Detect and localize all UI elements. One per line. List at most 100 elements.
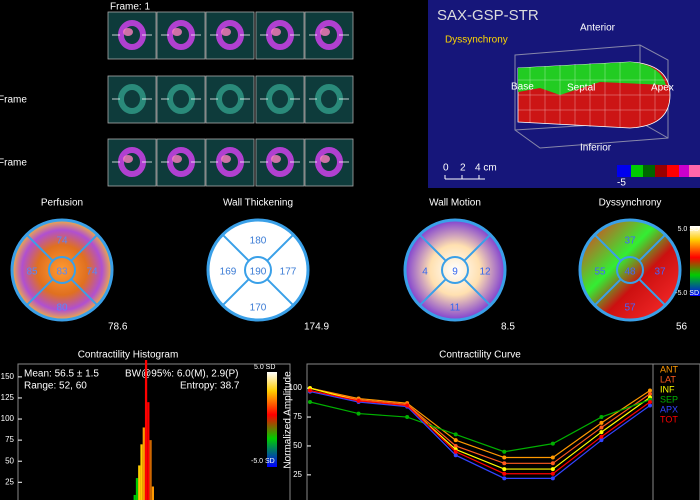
polar-title: Wall Motion bbox=[429, 198, 481, 209]
slice-hotspot bbox=[221, 155, 231, 163]
slice-hotspot bbox=[320, 155, 330, 163]
segment-value: 9 bbox=[452, 267, 458, 278]
polar-title: Perfusion bbox=[41, 198, 83, 209]
curve-point bbox=[648, 400, 652, 405]
curve-point bbox=[599, 415, 604, 420]
curve-point bbox=[502, 455, 507, 460]
curve-point bbox=[405, 415, 410, 420]
slice-image bbox=[304, 75, 354, 124]
slice-image bbox=[107, 11, 157, 60]
curve-point bbox=[550, 461, 555, 466]
slice-hotspot bbox=[320, 28, 330, 36]
segment-value: 4 bbox=[422, 267, 428, 278]
curve-point bbox=[502, 467, 507, 472]
model-title: SAX-GSP-STR bbox=[437, 7, 539, 24]
colorbar-label: -5.0 SD bbox=[251, 458, 275, 465]
segment-value: 37 bbox=[654, 267, 666, 278]
curve bbox=[309, 387, 651, 464]
curve bbox=[309, 387, 651, 459]
curve-point bbox=[453, 453, 458, 458]
curve bbox=[309, 399, 651, 453]
slice-image bbox=[205, 75, 255, 124]
orient-label: Inferior bbox=[580, 143, 612, 154]
polar-colorbar bbox=[690, 226, 700, 296]
segment-value: 83 bbox=[56, 267, 68, 278]
curve-point bbox=[502, 461, 507, 466]
curve-point bbox=[502, 449, 507, 454]
hist-colorbar bbox=[267, 372, 277, 467]
slice-hotspot bbox=[123, 28, 133, 36]
colorbar-label: 5.0 SD bbox=[678, 226, 699, 233]
legend-entry: TOT bbox=[660, 414, 678, 424]
hist-bar bbox=[149, 440, 152, 500]
curve-point bbox=[648, 391, 652, 396]
stat-text: Mean: 56.5 ± 1.5 bbox=[24, 369, 99, 380]
scale-label: 4 cm bbox=[475, 163, 497, 174]
segment-value: 11 bbox=[450, 303, 461, 314]
model-mode: Dyssynchrony bbox=[445, 35, 508, 46]
curve-point bbox=[308, 400, 312, 405]
segment-value: 169 bbox=[220, 267, 237, 278]
legend-entry: INF bbox=[660, 384, 675, 394]
orient-label: Anterior bbox=[580, 23, 616, 34]
orient-label: Base bbox=[511, 82, 534, 93]
colorbar-label: -5 bbox=[617, 178, 626, 189]
curve-point bbox=[599, 434, 604, 439]
curve bbox=[309, 391, 651, 479]
slice-hotspot bbox=[221, 28, 231, 36]
segment-value: 55 bbox=[594, 267, 606, 278]
curve-point bbox=[550, 441, 555, 446]
y-tick-label: 100 bbox=[1, 414, 15, 423]
legend-entry: APX bbox=[660, 404, 678, 414]
curve-point bbox=[405, 403, 410, 408]
curve bbox=[309, 389, 651, 475]
chart-title: Contractility Curve bbox=[439, 350, 521, 361]
curve-point bbox=[502, 471, 507, 476]
hist-bar bbox=[140, 444, 143, 500]
y-tick-label: 75 bbox=[5, 435, 14, 444]
slice-hotspot bbox=[172, 28, 182, 36]
scale-label: 2 bbox=[460, 163, 466, 174]
segment-lines bbox=[25, 233, 99, 307]
colorbar-label: 5.0 SD bbox=[254, 364, 275, 371]
polar-score: 78.6 bbox=[108, 322, 128, 333]
segment-value: 80 bbox=[56, 303, 68, 314]
stat-text: Entropy: 38.7 bbox=[180, 381, 240, 392]
chart-title: Contractility Histogram bbox=[78, 350, 179, 361]
y-tick-label: 100 bbox=[289, 383, 303, 392]
y-tick-label: 25 bbox=[5, 477, 14, 486]
polar-center bbox=[616, 256, 644, 284]
lv-model-region bbox=[518, 62, 666, 95]
curve-point bbox=[453, 432, 458, 437]
curve-point bbox=[550, 476, 555, 481]
hist-bar bbox=[142, 427, 145, 500]
slice-hotspot bbox=[271, 28, 281, 36]
hist-bar bbox=[135, 478, 139, 500]
curve-point bbox=[356, 398, 361, 403]
segment-value: 190 bbox=[250, 267, 267, 278]
curve-point bbox=[599, 430, 604, 435]
polar-score: 56 bbox=[676, 322, 688, 333]
slice-image bbox=[156, 138, 206, 187]
segment-value: 180 bbox=[250, 236, 267, 247]
slice-image bbox=[304, 11, 354, 60]
segment-value: 37 bbox=[624, 236, 636, 247]
segment-value: 170 bbox=[250, 303, 267, 314]
slice-image bbox=[205, 138, 255, 187]
segment-value: 12 bbox=[479, 267, 491, 278]
segment-value: 57 bbox=[624, 303, 636, 314]
stat-text: BW@95%: 6.0(M), 2.9(P) bbox=[125, 369, 239, 380]
polar-score: 174.9 bbox=[304, 322, 329, 333]
curve-point bbox=[502, 476, 507, 481]
scale-label: 0 bbox=[443, 163, 449, 174]
polar-center bbox=[48, 256, 76, 284]
segment-lines bbox=[221, 233, 295, 307]
polar-score: 8.5 bbox=[501, 322, 515, 333]
curve-point bbox=[356, 411, 361, 416]
curve-point bbox=[308, 388, 312, 393]
slice-image bbox=[255, 138, 305, 187]
scale-bar bbox=[444, 175, 485, 180]
slice-image bbox=[156, 11, 206, 60]
y-tick-label: 150 bbox=[1, 372, 15, 381]
